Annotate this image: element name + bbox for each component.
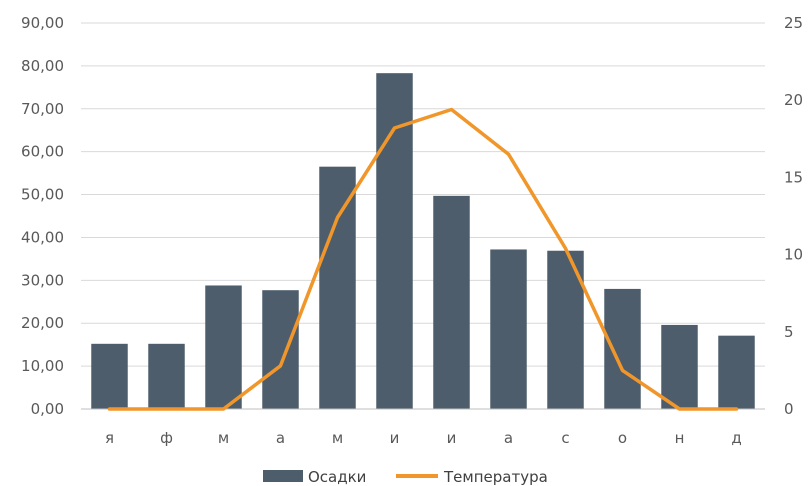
left-tick-label: 90,00 xyxy=(21,14,64,32)
left-tick-label: 0,00 xyxy=(31,400,64,418)
category-label: я xyxy=(105,429,114,447)
left-tick-label: 50,00 xyxy=(21,186,64,204)
bar xyxy=(319,166,356,409)
bar xyxy=(718,335,755,409)
left-axis-ticks: 0,00 10,00 20,00 30,00 40,00 50,00 60,00 70,00 8… xyxy=(21,14,64,418)
legend-label-bar: Осадки xyxy=(308,468,366,486)
left-tick-label: 70,00 xyxy=(21,100,64,118)
bar xyxy=(262,290,299,409)
right-tick-label: 25 xyxy=(784,14,803,32)
legend-swatch-bar xyxy=(263,470,303,482)
bars-series xyxy=(91,73,755,410)
left-tick-label: 60,00 xyxy=(21,143,64,161)
category-label: а xyxy=(276,429,285,447)
temperature-line xyxy=(107,107,739,411)
bar xyxy=(490,249,527,409)
category-label: н xyxy=(675,429,685,447)
left-tick-label: 20,00 xyxy=(21,314,64,332)
left-tick-label: 80,00 xyxy=(21,57,64,75)
right-tick-label: 15 xyxy=(784,168,803,186)
left-tick-label: 40,00 xyxy=(21,228,64,246)
gridlines xyxy=(81,22,765,367)
bar xyxy=(604,288,641,409)
bar xyxy=(91,343,128,409)
right-tick-label: 0 xyxy=(784,400,794,418)
legend: Осадки Температура xyxy=(263,468,548,486)
left-tick-label: 30,00 xyxy=(21,271,64,289)
bar xyxy=(661,324,698,409)
category-label: с xyxy=(561,429,569,447)
category-label: и xyxy=(447,429,457,447)
line-series xyxy=(107,107,739,411)
category-label: д xyxy=(731,429,741,447)
left-tick-label: 10,00 xyxy=(21,357,64,375)
right-tick-label: 10 xyxy=(784,246,803,264)
right-tick-label: 20 xyxy=(784,91,803,109)
category-label: м xyxy=(218,429,229,447)
bar xyxy=(205,285,242,409)
bar xyxy=(148,343,185,409)
right-tick-label: 5 xyxy=(784,323,794,341)
category-label: а xyxy=(504,429,513,447)
legend-label-line: Температура xyxy=(443,468,548,486)
category-label: м xyxy=(332,429,343,447)
right-axis-ticks: 0 5 10 15 20 25 xyxy=(784,14,803,418)
category-label: о xyxy=(618,429,627,447)
category-label: и xyxy=(390,429,400,447)
category-label: ф xyxy=(160,429,173,447)
bar xyxy=(433,195,470,409)
